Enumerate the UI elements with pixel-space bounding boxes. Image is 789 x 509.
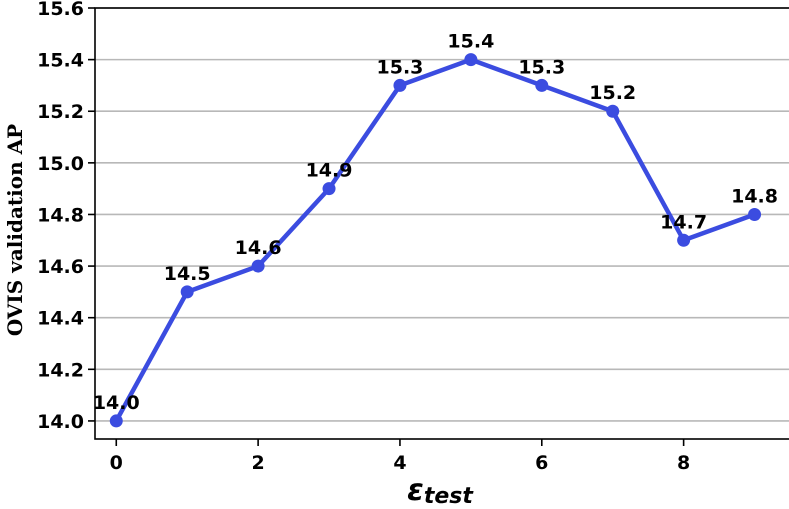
data-point (322, 182, 336, 196)
data-point (677, 233, 691, 247)
y-tick-label: 14.0 (37, 411, 84, 433)
data-label: 15.2 (589, 82, 636, 104)
x-axis-ticks: 0 2 4 6 8 (110, 439, 690, 474)
x-tick-label: 2 (251, 452, 264, 474)
x-axis-title: εtest (407, 473, 474, 509)
data-label: 14.9 (306, 160, 353, 182)
data-point (109, 414, 123, 428)
data-label: 14.5 (164, 263, 211, 285)
plot-frame (94, 7, 789, 440)
y-tick-label: 14.4 (37, 308, 84, 330)
y-tick-label: 14.2 (37, 359, 84, 381)
data-label: 15.4 (447, 31, 494, 53)
y-tick-label: 14.6 (37, 256, 84, 278)
data-points (109, 53, 762, 428)
data-label: 14.6 (235, 237, 282, 259)
y-axis-title: OVIS validation AP (3, 124, 27, 336)
data-point (535, 78, 549, 92)
data-point (606, 104, 620, 118)
y-tick-label: 15.2 (37, 101, 84, 123)
data-label: 14.8 (731, 185, 778, 207)
series-line (114, 57, 757, 424)
data-labels: 14.0 14.5 14.6 14.9 15.3 15.4 15.3 15.2 14.7 14.8 (93, 31, 778, 414)
x-tick-label: 8 (677, 452, 690, 474)
data-label: 15.3 (377, 56, 424, 78)
y-tick-label: 15.0 (37, 153, 84, 175)
y-tick-label: 15.6 (37, 0, 84, 20)
data-point (464, 53, 478, 67)
x-tick-label: 4 (393, 452, 406, 474)
data-point (251, 259, 265, 273)
data-label: 14.0 (93, 392, 140, 414)
x-axis-title-sub: test (424, 484, 475, 509)
data-point (393, 78, 407, 92)
y-tick-label: 14.8 (37, 204, 84, 226)
data-label: 14.7 (660, 211, 707, 233)
x-tick-label: 6 (535, 452, 548, 474)
data-point (180, 285, 194, 299)
data-label: 15.3 (518, 56, 565, 78)
x-axis-title-main: ε (407, 473, 424, 508)
data-point (748, 207, 762, 221)
x-tick-label: 0 (110, 452, 123, 474)
y-axis-ticks: 14.0 14.2 14.4 14.6 14.8 15.0 15.2 15.4 15.6 (37, 0, 95, 433)
y-tick-label: 15.4 (37, 50, 84, 72)
